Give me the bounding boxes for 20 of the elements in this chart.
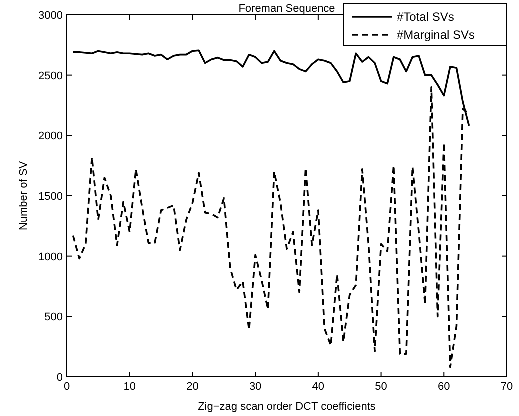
chart-title: Foreman Sequence: [238, 3, 336, 15]
y-tick-label: 3000: [38, 10, 63, 22]
y-tick-label: 2000: [38, 130, 63, 143]
y-tick-label: 0: [56, 372, 63, 384]
y-tick-label: 2500: [38, 70, 63, 82]
y-axis-title: Number of SV: [18, 160, 30, 231]
x-tick-label: 20: [186, 381, 199, 393]
y-tick-label: 1500: [38, 191, 63, 203]
x-tick-label: 30: [249, 381, 262, 393]
x-tick-label: 50: [375, 381, 388, 393]
x-tick-label: 70: [500, 381, 514, 393]
x-tick-label: 40: [312, 381, 325, 393]
y-tick-label: 500: [44, 312, 63, 324]
legend-label: #Marginal SVs: [397, 28, 476, 42]
x-tick-label: 10: [124, 381, 136, 393]
x-tick-label: 60: [438, 381, 450, 393]
legend-label: #Total SVs: [397, 10, 454, 24]
y-tick-label: 1000: [38, 251, 63, 264]
x-tick-label: 0: [64, 381, 70, 393]
x-axis-title: Zig−zag scan order DCT coefficients: [198, 401, 376, 413]
